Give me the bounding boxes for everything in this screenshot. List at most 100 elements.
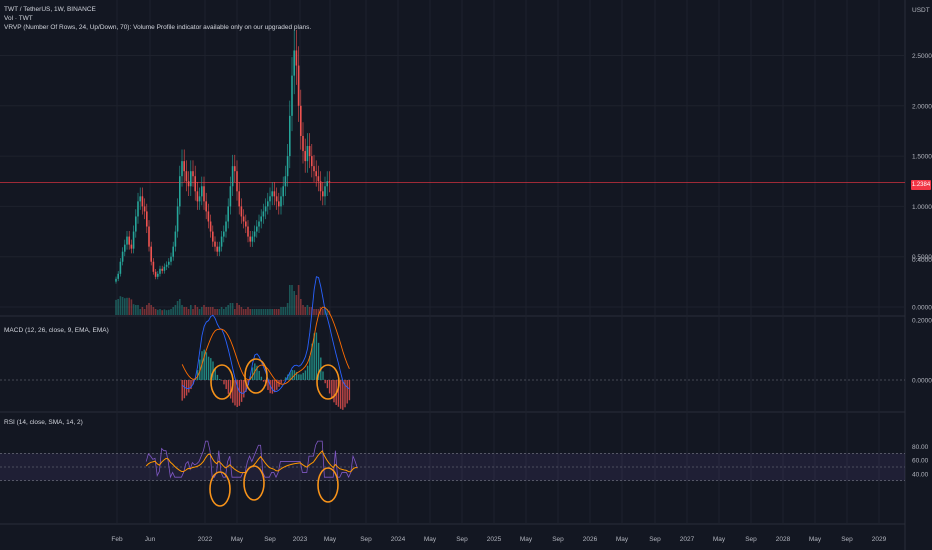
macd-histogram-bar: [322, 371, 324, 380]
macd-histogram-bar: [192, 380, 194, 385]
x-tick-label: 2023: [293, 536, 308, 543]
candle-body: [194, 176, 196, 192]
macd-histogram-bar: [238, 380, 241, 406]
macd-histogram-bar: [185, 380, 188, 396]
macd-histogram-bar: [306, 365, 309, 380]
candle-body: [236, 171, 238, 192]
candle-body: [251, 236, 254, 242]
volume-bar: [121, 297, 124, 315]
macd-histogram-bar: [196, 370, 199, 380]
volume-bar: [240, 307, 243, 315]
rsi-tick-label: 60.00: [912, 458, 929, 465]
candle-body: [132, 231, 135, 249]
macd-histogram-bar: [289, 372, 291, 380]
vrvp-legend[interactable]: VRVP (Number Of Rows, 24, Up/Down, 70): …: [4, 24, 312, 31]
volume-bar: [291, 285, 293, 315]
volume-bar: [275, 309, 278, 315]
x-tick-label: 2027: [680, 536, 695, 543]
candle-body: [126, 236, 128, 245]
macd-tick-label: 0.4000: [912, 257, 932, 264]
macd-histogram-bar: [229, 380, 232, 399]
volume-bar: [313, 309, 315, 315]
macd-histogram-bar: [342, 380, 344, 410]
volume-bar: [172, 307, 174, 315]
volume-bar: [152, 307, 155, 315]
volume-bar: [214, 309, 216, 315]
candle-body: [119, 261, 122, 274]
volume-bar: [187, 309, 190, 315]
candle-body: [284, 176, 287, 187]
candle-body: [135, 216, 137, 232]
candle-body: [172, 246, 174, 257]
macd-histogram-bar: [284, 377, 287, 380]
macd-histogram-bar: [205, 352, 208, 380]
candle-body: [207, 211, 210, 222]
symbol-title[interactable]: TWT / TetherUS, 1W, BINANCE: [4, 6, 96, 13]
volume-bar: [218, 309, 221, 315]
macd-histogram-bar: [221, 380, 223, 381]
candle-body: [181, 161, 183, 177]
macd-histogram-bar: [203, 349, 205, 380]
x-tick-label: 2025: [487, 536, 502, 543]
x-tick-label: May: [809, 536, 822, 543]
volume-bar: [124, 298, 126, 315]
x-tick-label: Sep: [745, 536, 757, 543]
volume-bar: [306, 305, 309, 315]
price-tick-label: 0.5000: [912, 254, 932, 261]
macd-histogram-bar: [300, 374, 302, 380]
candle-body: [229, 186, 232, 207]
candle-body: [187, 181, 190, 187]
price-pane[interactable]: [0, 29, 905, 315]
volume-bar: [165, 310, 168, 315]
candle-body: [205, 201, 207, 212]
candle-body: [234, 166, 236, 172]
volume-bar: [216, 309, 218, 315]
macd-histogram-bar: [183, 380, 186, 399]
volume-bar: [289, 285, 291, 315]
candle-body: [176, 206, 179, 232]
volume-bar: [295, 295, 298, 315]
axes: Feb Jun 2022 May Sep 2023 May Sep 2024 May Sep 2025…: [111, 53, 932, 543]
volume-bar: [141, 307, 144, 315]
candle-body: [218, 246, 221, 252]
rsi-legend[interactable]: RSI (14, close, SMA, 14, 2): [4, 418, 83, 427]
macd-histogram-bar: [317, 342, 320, 380]
candle-body: [227, 206, 229, 222]
rsi-pane[interactable]: [0, 440, 905, 507]
macd-histogram-bar: [190, 380, 192, 390]
candle-body: [300, 105, 302, 136]
macd-legend[interactable]: MACD (12, 26, close, 9, EMA, EMA): [4, 326, 109, 335]
x-tick-label: Jun: [145, 536, 156, 543]
candle-body: [304, 151, 306, 162]
macd-histogram-bar: [267, 380, 269, 390]
candle-body: [324, 186, 326, 197]
macd-histogram-bar: [207, 356, 210, 380]
macd-pane[interactable]: [0, 276, 905, 410]
candle-body: [273, 191, 276, 197]
candle-body: [306, 146, 309, 162]
candle-body: [267, 201, 269, 207]
volume-bar: [170, 309, 172, 315]
price-tick-label: 1.0000: [912, 204, 932, 211]
highlight-circle: [209, 471, 231, 507]
macd-histogram-bar: [232, 380, 234, 403]
rsi-tick-label: 80.00: [912, 444, 929, 451]
volume-bar: [253, 309, 256, 315]
candle-body: [315, 171, 317, 177]
volume-bar: [203, 305, 205, 315]
candle-body: [196, 191, 199, 202]
volume-legend[interactable]: Vol · TWT: [4, 15, 33, 22]
macd-histogram-bar: [214, 367, 216, 380]
volume-bar: [297, 285, 300, 315]
volume-bar: [280, 307, 282, 315]
volume-bar: [264, 309, 267, 315]
candle-body: [154, 271, 157, 277]
macd-label: MACD (12, 26, close, 9, EMA, EMA): [4, 327, 109, 334]
volume-bar: [302, 305, 304, 315]
candle-body: [264, 206, 267, 212]
macd-histogram-bar: [311, 343, 313, 380]
macd-histogram-bar: [225, 380, 227, 390]
macd-histogram-bar: [348, 380, 351, 401]
macd-histogram-bar: [199, 359, 201, 380]
